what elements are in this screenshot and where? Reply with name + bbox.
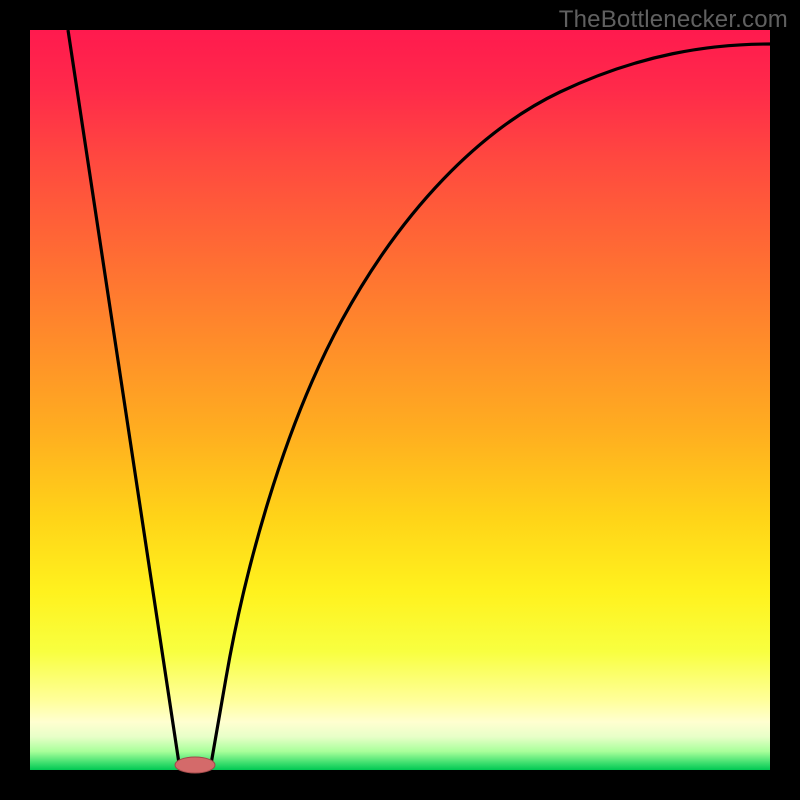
chart-container: TheBottlenecker.com bbox=[0, 0, 800, 800]
bottleneck-chart bbox=[0, 0, 800, 800]
watermark-text: TheBottlenecker.com bbox=[559, 6, 788, 34]
plot-background bbox=[30, 30, 770, 770]
bottleneck-marker bbox=[175, 757, 215, 773]
